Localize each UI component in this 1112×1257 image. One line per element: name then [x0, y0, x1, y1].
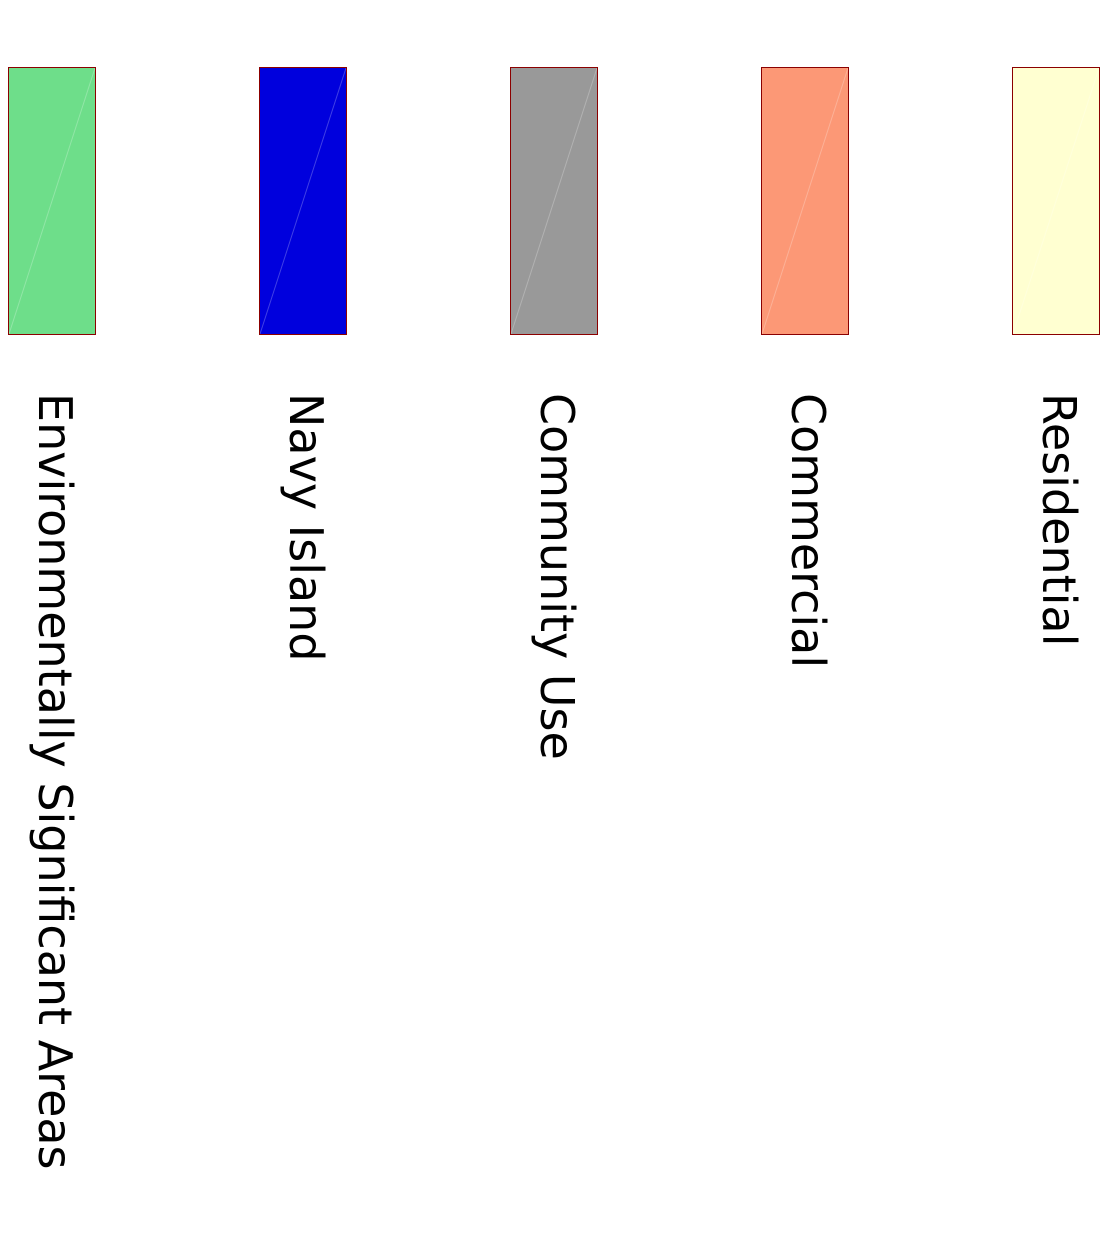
- legend-swatch-community-use: [510, 67, 598, 335]
- legend-item-commercial: Commercial: [753, 0, 1004, 1257]
- legend-swatch-residential: [1012, 67, 1100, 335]
- legend-label-navy-island: Navy Island: [279, 393, 333, 662]
- legend-label-residential: Residential: [1032, 393, 1086, 647]
- legend-item-residential: Residential: [1004, 0, 1112, 1257]
- legend-label-commercial: Commercial: [781, 393, 835, 669]
- legend-item-navy-island: Navy Island: [251, 0, 502, 1257]
- legend-swatch-navy-island: [259, 67, 347, 335]
- legend-swatch-environmentally-significant-areas: [8, 67, 96, 335]
- legend-label-community-use: Community Use: [530, 393, 584, 760]
- legend-swatch-commercial: [761, 67, 849, 335]
- legend-item-environmentally-significant-areas: Environmentally Significant Areas: [0, 0, 251, 1257]
- legend-item-community-use: Community Use: [502, 0, 753, 1257]
- legend-label-environmentally-significant-areas: Environmentally Significant Areas: [28, 393, 82, 1170]
